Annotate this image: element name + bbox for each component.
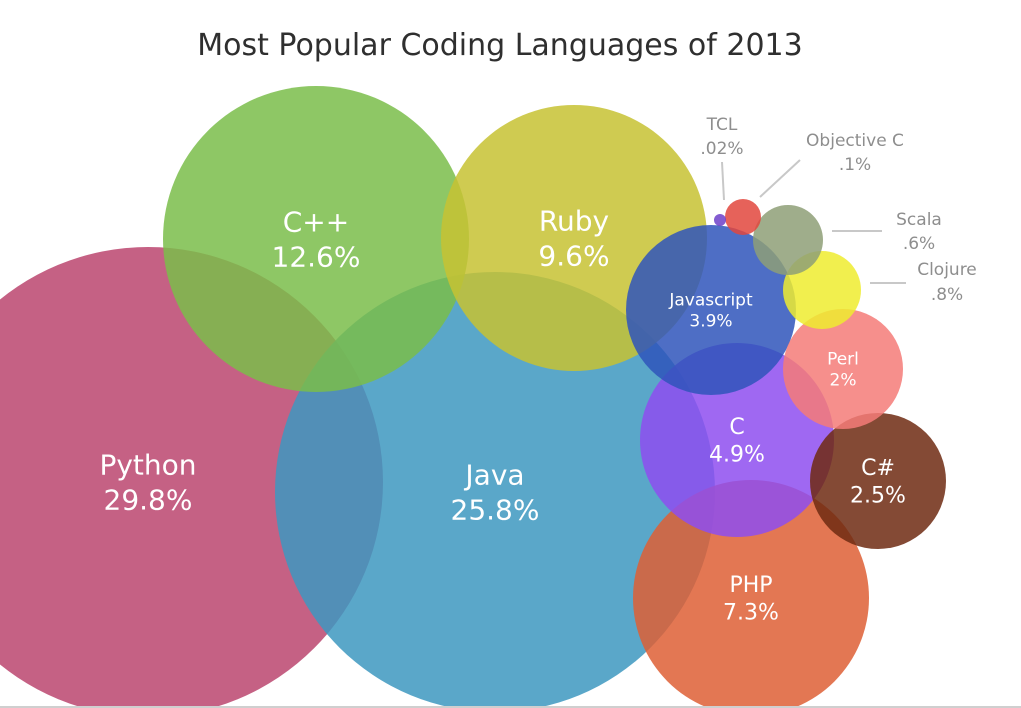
label-name-tcl: TCL <box>706 115 738 135</box>
label-name-perl: Perl <box>827 349 859 369</box>
bottom-divider <box>0 706 1021 708</box>
callout-line-objective-c <box>759 159 801 198</box>
label-value-ruby: 9.6% <box>538 239 609 272</box>
callout-line-tcl <box>721 161 725 201</box>
label-name-python: Python <box>99 448 196 481</box>
label-name-cplusplus: C++ <box>283 205 349 238</box>
label-value-perl: 2% <box>830 371 857 391</box>
bubble-php <box>633 480 869 708</box>
bubble-tcl <box>714 214 726 226</box>
bubble-csharp <box>810 413 946 549</box>
label-name-javascript: Javascript <box>668 290 753 310</box>
label-value-python: 29.8% <box>104 483 193 516</box>
label-value-scala: .6% <box>903 234 935 254</box>
label-name-c: C <box>729 415 744 440</box>
bubble-perl <box>783 309 903 429</box>
label-value-php: 7.3% <box>723 600 779 625</box>
bubble-java <box>275 272 715 708</box>
label-value-clojure: .8% <box>931 285 963 305</box>
label-value-java: 25.8% <box>451 493 540 526</box>
label-value-c: 4.9% <box>709 442 765 467</box>
bubbles <box>0 86 946 708</box>
bubble-javascript <box>626 225 796 395</box>
label-value-objective-c: .1% <box>839 155 871 175</box>
chart-title: Most Popular Coding Languages of 2013 <box>197 28 803 63</box>
label-name-php: PHP <box>729 573 772 598</box>
label-name-objective-c: Objective C <box>806 131 904 151</box>
bubble-objective-c <box>725 199 761 235</box>
label-value-csharp: 2.5% <box>850 483 906 508</box>
label-value-cplusplus: 12.6% <box>272 240 361 273</box>
bubble-cplusplus <box>163 86 469 392</box>
label-value-tcl: .02% <box>700 139 743 159</box>
label-name-scala: Scala <box>896 210 942 230</box>
label-name-clojure: Clojure <box>917 260 977 280</box>
label-name-csharp: C# <box>861 456 895 481</box>
bubble-scala <box>753 205 823 275</box>
label-name-ruby: Ruby <box>539 204 609 237</box>
label-name-java: Java <box>463 458 524 491</box>
label-value-javascript: 3.9% <box>689 312 732 332</box>
